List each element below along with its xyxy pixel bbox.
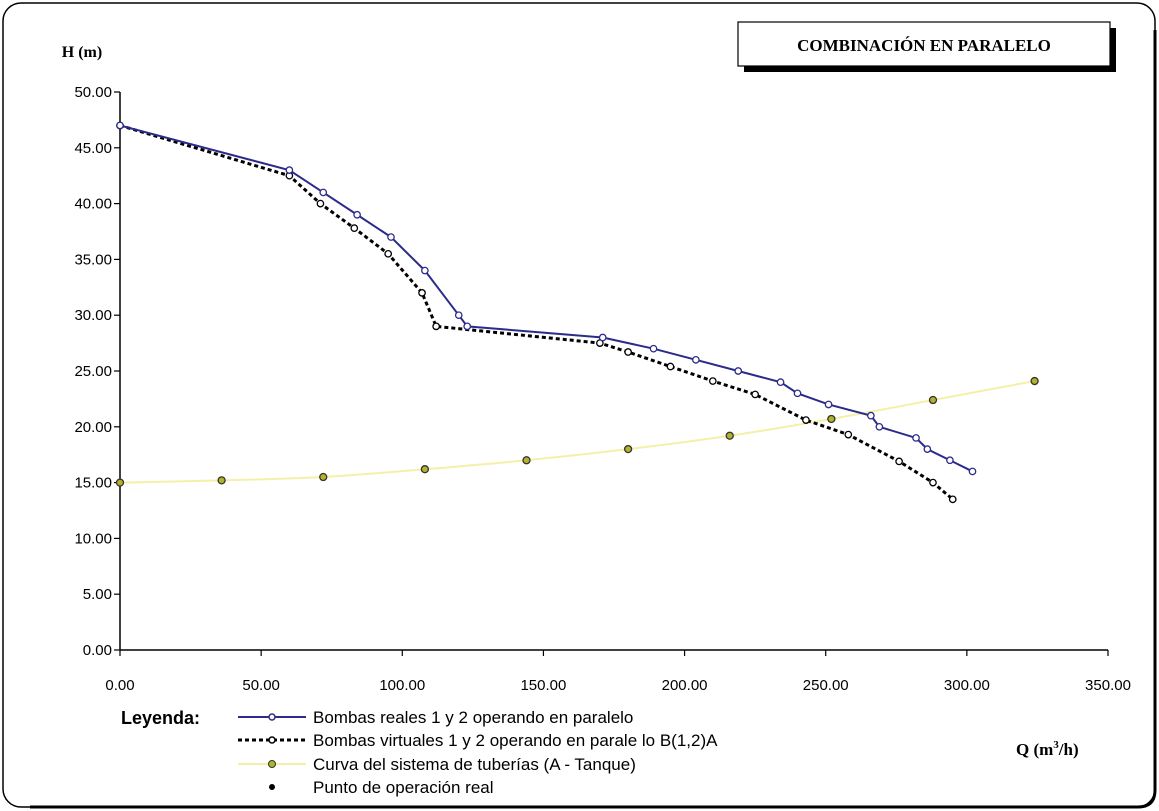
x-ticks: 0.00 50.00 100.00 150.00 200.00 250.00 300.00 3… [105,650,1131,694]
x-tick-label: 250.00 [803,677,849,694]
series-2-point [928,395,938,405]
series-2-point [827,414,836,424]
series-0-point [912,434,920,442]
y-ticks: 0.00 5.00 10.00 15.00 20.00 25.00 30.00 35.00 40… [74,84,120,659]
x-tick-label: 350.00 [1085,677,1131,694]
series-0-point [285,166,294,174]
series-0-point [353,210,361,219]
series-2-point [522,456,531,465]
series-1-point [895,457,903,466]
series-0-point [734,367,743,375]
series-1-point [384,249,393,258]
series-0-point [598,333,607,342]
y-tick-label: 30.00 [74,307,112,324]
series-0-point [875,422,884,431]
y-axis-label: H (m) [62,44,102,61]
series-0-point [387,233,395,241]
series-1-point [666,362,675,371]
series-1-point [708,377,717,385]
series-layer [115,121,1039,504]
legend-item-operating-point: Punto de operación real [269,778,494,797]
series-2-point [420,465,430,474]
series-2-point [217,476,226,485]
y-tick-label: 45.00 [74,140,112,157]
series-1-point [929,478,937,487]
legend-swatch-virtual-marker [268,736,276,744]
legend-label-system: Curva del sistema de tuberías (A - Tanqu… [313,755,636,774]
series-0-point [692,355,700,364]
y-tick-label: 20.00 [74,419,112,436]
x-axis-label-main: Q (m [1016,740,1053,759]
y-tick-label: 40.00 [74,196,112,213]
series-0-point [649,344,658,353]
x-tick-label: 150.00 [520,677,566,694]
series-1-point [751,390,759,399]
legend-swatch-system-marker [268,760,276,768]
x-tick-label: 0.00 [105,677,134,694]
series-0-point [793,389,802,398]
y-tick-label: 35.00 [74,251,112,268]
series-2-point [725,431,734,440]
legend-label-operating-point: Punto de operación real [313,778,494,797]
x-tick-label: 200.00 [662,677,708,694]
series-1-point [802,416,810,424]
legend-label-virtual: Bombas virtuales 1 y 2 operando en paral… [313,731,718,750]
legend-item-real: Bombas reales 1 y 2 operando en paralelo [238,708,633,727]
series-0-point [463,322,472,331]
y-tick-label: 50.00 [74,84,112,101]
series-0-point [776,378,785,387]
y-tick-label: 10.00 [74,530,112,547]
series-2-point [623,444,633,454]
series-1-point [418,289,426,297]
legend-swatch-real-marker [268,713,276,721]
y-tick-label: 25.00 [74,363,112,380]
y-tick-label: 5.00 [83,586,112,603]
x-tick-label: 300.00 [944,677,990,694]
x-axis-label-end: /h) [1058,740,1079,759]
legend-item-system: Curva del sistema de tuberías (A - Tanqu… [238,755,636,774]
series-0-point [946,456,954,465]
series-2-point [115,478,125,487]
x-axis-label: Q (m3/h) [1016,739,1079,759]
series-2-point [319,472,328,482]
series-1-point [948,495,957,504]
series-1-point [844,430,853,439]
legend-swatch-operating-point [269,784,275,790]
chart-border-shadow [30,30,1157,809]
y-tick-label: 0.00 [83,642,112,659]
series-0-point [454,311,463,320]
x-tick-label: 100.00 [379,677,425,694]
series-1-point [316,199,325,208]
series-0-point [421,266,429,275]
legend-title: Leyenda: [121,708,200,728]
series-line-2 [119,380,1035,484]
series-1-point [432,322,441,331]
series-1-point [350,224,359,233]
chart-title: COMBINACIÓN EN PARALELO [797,36,1051,55]
series-0-point [824,400,833,409]
series-0-point [968,467,977,476]
legend-item-virtual: Bombas virtuales 1 y 2 operando en paral… [238,731,718,750]
title-box [737,21,1111,67]
legend-label-real: Bombas reales 1 y 2 operando en paralelo [313,708,633,727]
series-0-point [116,121,124,130]
series-0-point [923,445,932,453]
series-2-point [1030,376,1039,386]
series-1-point [624,348,632,356]
series-0-point [867,411,875,420]
x-axis-label-sup: 3 [1053,739,1059,751]
x-tick-label: 50.00 [242,677,280,694]
y-tick-label: 15.00 [74,475,112,492]
series-0-point [319,188,328,197]
